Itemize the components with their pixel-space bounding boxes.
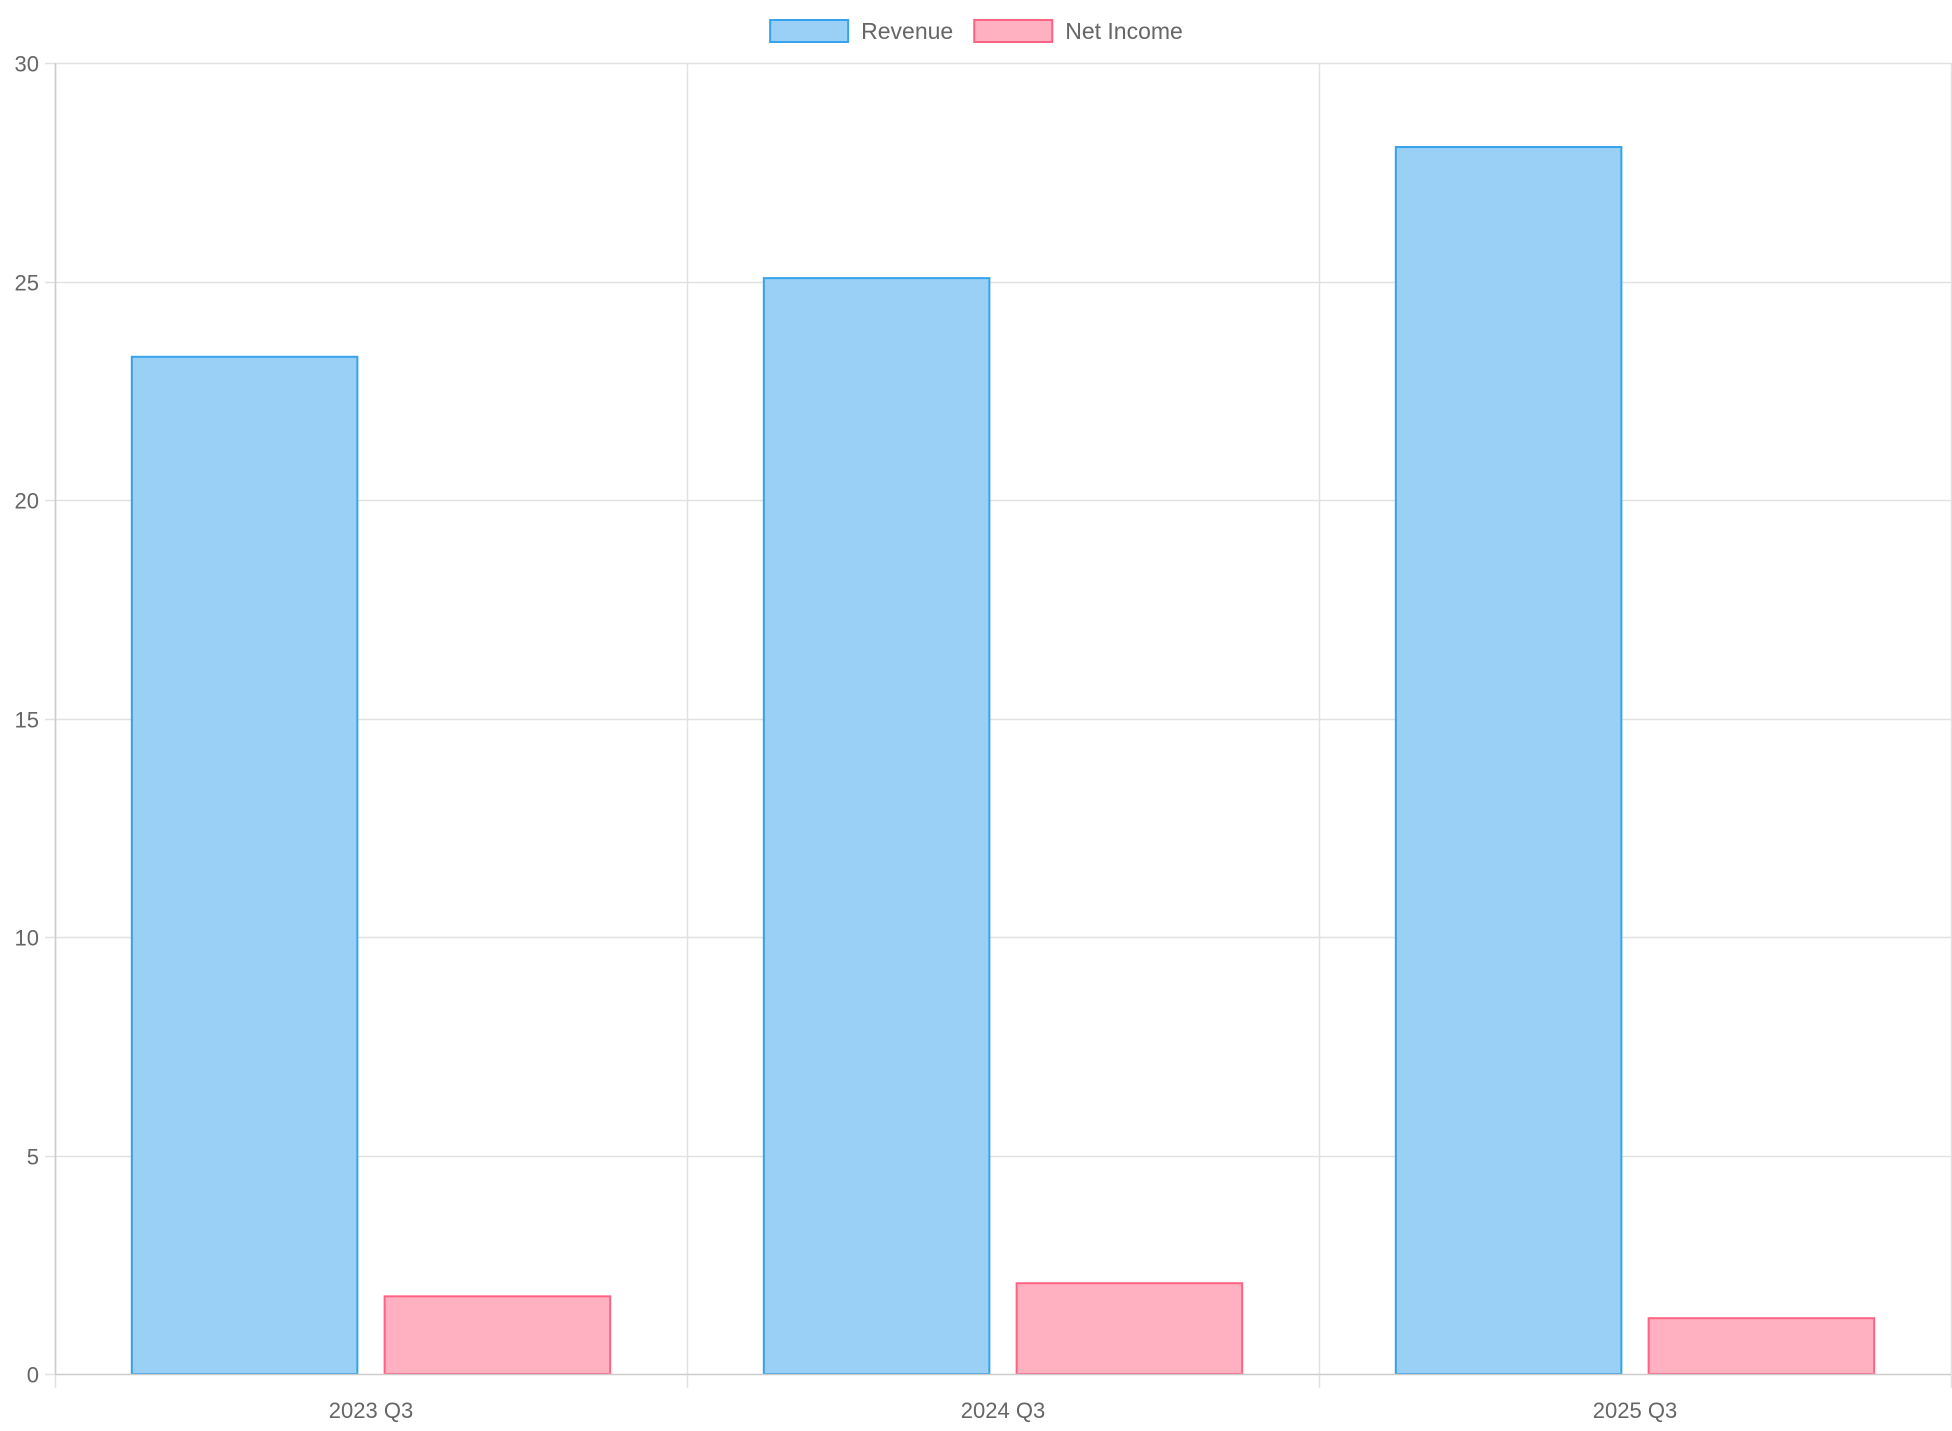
x-tick-label: 2023 Q3 xyxy=(329,1398,413,1423)
legend[interactable]: Revenue Net Income xyxy=(769,18,1183,44)
bar-revenue[interactable] xyxy=(762,277,991,1375)
legend-item-net-income[interactable]: Net Income xyxy=(973,18,1183,44)
bar-net-income[interactable] xyxy=(1015,1282,1244,1375)
y-tick-label: 20 xyxy=(15,489,39,514)
bars xyxy=(130,146,1876,1376)
axes: 0 5 10 15 20 25 30 2023 Q3 2024 Q3 2025 Q3 xyxy=(15,52,1952,1423)
legend-label: Revenue xyxy=(861,18,953,44)
legend-item-revenue[interactable]: Revenue xyxy=(769,18,953,44)
y-tick-label: 10 xyxy=(15,926,39,951)
bar-revenue[interactable] xyxy=(130,355,359,1376)
legend-label: Net Income xyxy=(1065,18,1183,44)
y-tick-label: 30 xyxy=(15,52,39,77)
y-tick-label: 5 xyxy=(27,1145,39,1170)
x-tick-label: 2025 Q3 xyxy=(1593,1398,1677,1423)
bar-net-income[interactable] xyxy=(1647,1317,1876,1375)
legend-swatch xyxy=(973,19,1054,43)
y-tick-label: 0 xyxy=(27,1363,39,1388)
y-tick-label: 15 xyxy=(15,708,39,733)
y-tick-label: 25 xyxy=(15,271,39,296)
bar-revenue[interactable] xyxy=(1394,146,1623,1375)
bar-net-income[interactable] xyxy=(383,1295,612,1375)
x-tick-label: 2024 Q3 xyxy=(961,1398,1045,1423)
legend-swatch xyxy=(769,19,850,43)
